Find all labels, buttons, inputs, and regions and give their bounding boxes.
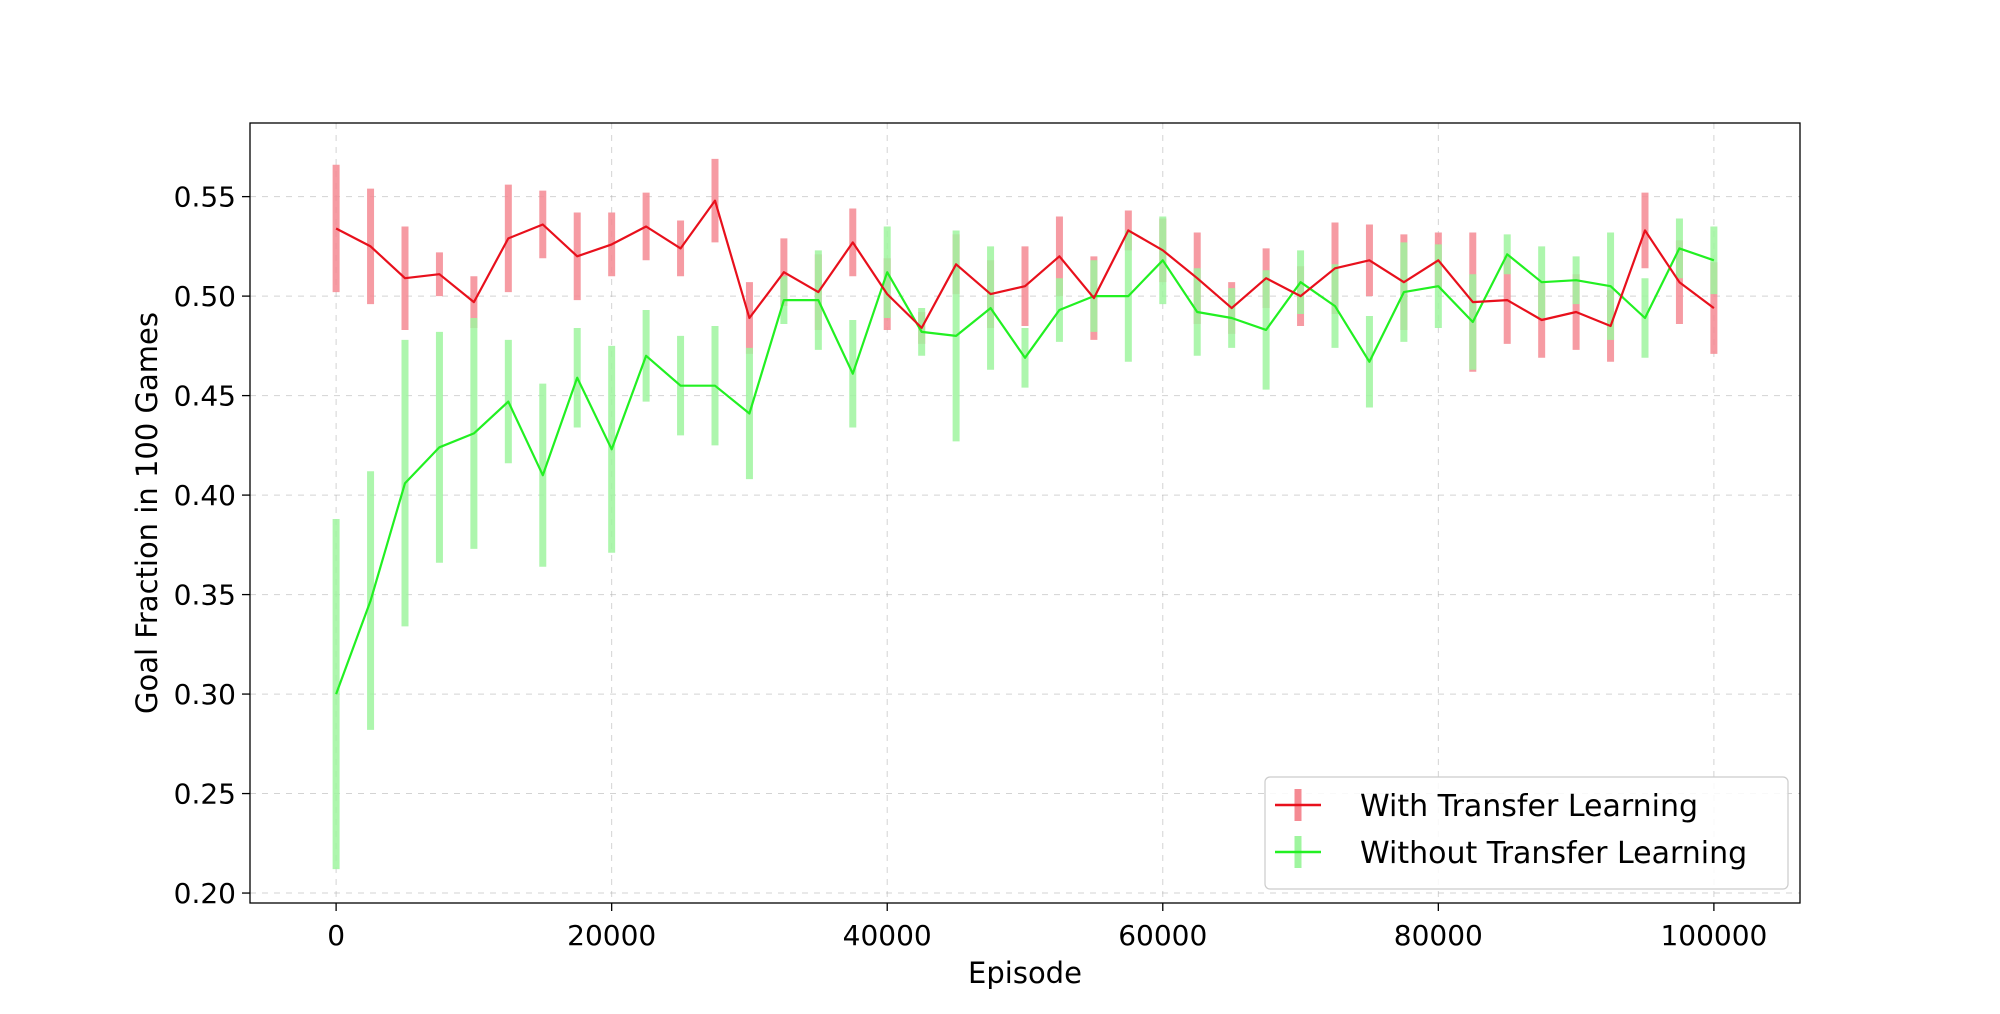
plot-area-frame [249,122,1801,904]
legend-box [1264,776,1789,890]
x-tick-label: 40000 [843,919,932,952]
y-tick-label: 0.20 [174,877,236,910]
x-axis-label: Episode [968,956,1082,990]
legend-item-1: With Transfer Learning [1275,789,1698,824]
y-tick-label: 0.55 [174,181,236,214]
legend: With Transfer Learning Without Transfer L… [1264,776,1789,890]
legend-label: With Transfer Learning [1360,789,1698,824]
y-tick-label: 0.40 [174,479,236,512]
axis-ticks: 0 20000 40000 60000 80000 100000 0.20 0.25 0.30 0… [174,181,1768,952]
x-tick-label: 60000 [1118,919,1207,952]
x-tick-label: 0 [327,919,345,952]
y-tick-label: 0.25 [174,778,236,811]
series-line-1 [335,199,1715,329]
legend-label: Without Transfer Learning [1360,836,1747,871]
x-tick-label: 80000 [1394,919,1483,952]
x-tick-label: 20000 [567,919,656,952]
x-tick-label: 100000 [1660,919,1767,952]
series-lines [335,199,1715,695]
y-tick-label: 0.35 [174,579,236,612]
y-tick-label: 0.30 [174,678,236,711]
legend-item-2: Without Transfer Learning [1275,836,1747,871]
y-axis-label: Goal Fraction in 100 Games [130,312,164,714]
y-tick-label: 0.45 [174,380,236,413]
series-line-2 [335,247,1715,695]
y-tick-label: 0.50 [174,280,236,313]
